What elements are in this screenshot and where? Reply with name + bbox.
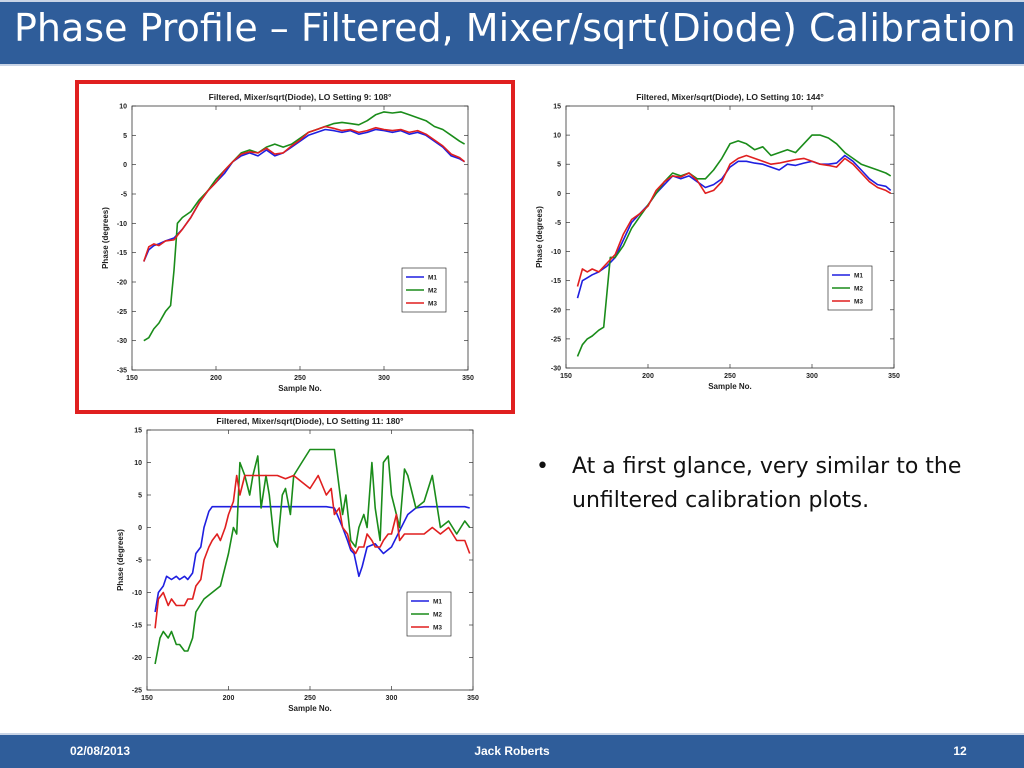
series-line-m2 [576,134,892,357]
y-axis-label: Phase (degrees) [101,207,110,269]
y-tick-label: 5 [123,133,127,140]
plot-area [565,105,895,369]
slide-title: Phase Profile – Filtered, Mixer/sqrt(Dio… [14,6,1016,50]
footer-page-number: 12 [953,744,967,758]
series-line-m3 [576,154,892,287]
chart-title: Filtered, Mixer/sqrt(Diode), LO Setting … [209,92,392,102]
series-line-m3 [154,474,471,629]
y-tick-label: 10 [553,133,561,140]
y-tick-label: -25 [551,336,561,343]
chart-lo-setting-11-svg: Filtered, Mixer/sqrt(Diode), LO Setting … [116,416,479,713]
y-tick-label: -25 [117,309,127,316]
series-line-m3 [143,125,466,262]
legend-label: M1 [854,273,863,280]
plot-area [131,105,469,371]
x-tick-label: 200 [223,695,235,702]
x-tick-label: 200 [642,373,654,380]
bullet-dot-icon: • [536,454,549,479]
y-tick-label: -5 [121,192,127,199]
chart-lo-setting-9-svg: Filtered, Mixer/sqrt(Diode), LO Setting … [101,92,474,393]
x-axis-label: Sample No. [708,382,752,391]
x-tick-label: 300 [378,375,390,382]
legend-label: M3 [428,301,437,308]
y-axis-label: Phase (degrees) [116,529,125,591]
chart-lo-setting-10: Filtered, Mixer/sqrt(Diode), LO Setting … [532,88,908,394]
y-tick-label: -20 [132,655,142,662]
y-axis-label: Phase (degrees) [535,206,544,268]
y-tick-label: -5 [136,558,142,565]
x-tick-label: 250 [294,375,306,382]
y-tick-label: -10 [551,249,561,256]
y-tick-label: 15 [134,428,142,435]
legend-label: M3 [433,625,442,632]
y-tick-label: -15 [551,278,561,285]
legend-label: M2 [854,286,863,293]
x-tick-label: 150 [141,695,153,702]
chart-lo-setting-11: Filtered, Mixer/sqrt(Diode), LO Setting … [110,410,492,720]
series-line-m2 [143,111,466,342]
bullet-item: At a first glance, very similar to the u… [572,454,962,513]
x-tick-label: 250 [304,695,316,702]
x-tick-label: 350 [462,375,474,382]
y-tick-label: 10 [119,104,127,111]
y-tick-label: -5 [555,220,561,227]
x-tick-label: 350 [467,695,479,702]
x-tick-label: 350 [888,373,900,380]
chart-lo-setting-10-svg: Filtered, Mixer/sqrt(Diode), LO Setting … [535,92,900,391]
x-axis-label: Sample No. [278,384,322,393]
chart-title: Filtered, Mixer/sqrt(Diode), LO Setting … [636,92,824,102]
y-tick-label: 5 [557,162,561,169]
legend-label: M1 [428,275,437,282]
x-tick-label: 200 [210,375,222,382]
chart-lo-setting-9: Filtered, Mixer/sqrt(Diode), LO Setting … [100,88,490,400]
x-tick-label: 150 [560,373,572,380]
y-tick-label: 0 [123,162,127,169]
x-tick-label: 300 [806,373,818,380]
y-tick-label: -10 [117,221,127,228]
legend-label: M2 [433,612,442,619]
series-line-m1 [576,154,892,299]
y-tick-label: 5 [138,493,142,500]
footer-date: 02/08/2013 [69,744,131,758]
x-tick-label: 150 [126,375,138,382]
plot-area [146,429,474,691]
y-tick-label: -30 [551,366,561,373]
y-tick-label: -15 [132,623,142,630]
footer-author: Jack Roberts [474,744,550,758]
x-axis-label: Sample No. [288,704,332,713]
chart-title: Filtered, Mixer/sqrt(Diode), LO Setting … [216,416,404,426]
y-tick-label: 0 [138,525,142,532]
y-tick-label: -30 [117,338,127,345]
y-tick-label: 0 [557,191,561,198]
y-tick-label: -20 [551,307,561,314]
footer: 02/08/2013 Jack Roberts 12 [0,733,1024,768]
y-tick-label: -10 [132,590,142,597]
y-tick-label: 10 [134,460,142,467]
x-tick-label: 250 [724,373,736,380]
y-tick-label: -15 [117,250,127,257]
x-tick-label: 300 [386,695,398,702]
y-tick-label: -35 [117,368,127,375]
title-bar: Phase Profile – Filtered, Mixer/sqrt(Dio… [0,0,1024,66]
y-tick-label: 15 [553,104,561,111]
legend-label: M2 [428,288,437,295]
y-tick-label: -25 [132,688,142,695]
y-tick-label: -20 [117,280,127,287]
legend-label: M3 [854,299,863,306]
legend-label: M1 [433,599,442,606]
